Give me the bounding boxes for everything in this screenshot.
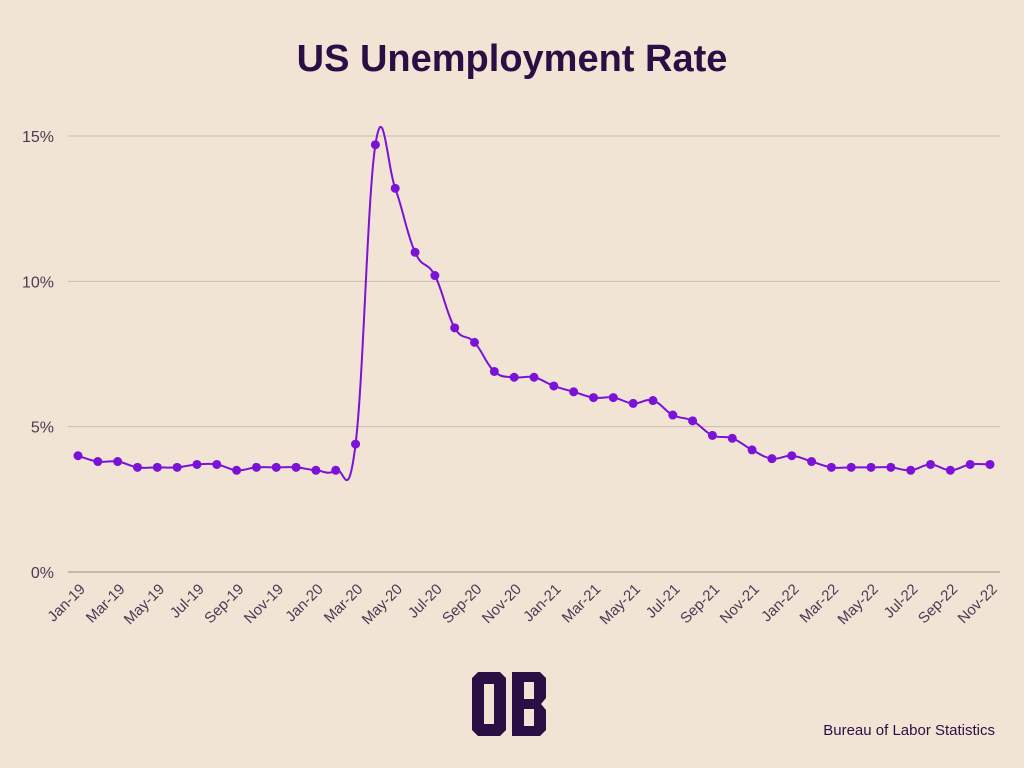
data-point-May-21 — [628, 398, 638, 408]
x-tick-label: Sep-20 — [439, 581, 485, 627]
x-tick-label: May-19 — [121, 581, 168, 628]
data-point-Jun-22 — [886, 462, 896, 472]
data-point-Apr-22 — [846, 462, 856, 472]
x-tick-label: Sep-22 — [915, 581, 961, 627]
data-point-Mar-22 — [826, 462, 836, 472]
data-point-Apr-19 — [132, 462, 142, 472]
ob-logo — [470, 672, 550, 736]
data-point-May-22 — [866, 462, 876, 472]
data-point-Jul-19 — [192, 459, 202, 469]
x-tick-label: Nov-20 — [479, 581, 525, 627]
x-tick-label: Mar-21 — [559, 581, 605, 627]
data-point-Mar-20 — [351, 439, 361, 449]
x-tick-label: Jan-22 — [758, 581, 802, 625]
data-point-Sep-21 — [707, 430, 717, 440]
data-point-Jul-21 — [668, 410, 678, 420]
data-point-May-20 — [390, 183, 400, 193]
data-point-Sep-20 — [470, 337, 480, 347]
data-point-Apr-20 — [370, 140, 380, 150]
y-axis-ticks: 0% 5% 10% 15% — [22, 129, 54, 582]
grid-lines — [68, 135, 1000, 573]
data-point-Feb-21 — [569, 387, 579, 397]
data-point-Jul-20 — [430, 271, 440, 281]
data-point-Aug-20 — [450, 323, 460, 333]
x-tick-label: Mar-19 — [83, 581, 129, 627]
data-point-Nov-22 — [985, 459, 995, 469]
data-point-Nov-21 — [747, 445, 757, 455]
data-point-Dec-19 — [291, 462, 301, 472]
data-point-Jan-20 — [311, 465, 321, 475]
x-tick-label: Sep-21 — [677, 581, 723, 627]
data-point-Sep-19 — [232, 465, 242, 475]
x-tick-label: Nov-21 — [717, 581, 763, 627]
data-point-Oct-21 — [727, 433, 737, 443]
data-point-Feb-19 — [93, 457, 103, 467]
y-tick-label: 5% — [31, 420, 54, 437]
data-point-Jan-19 — [73, 451, 83, 461]
y-tick-label: 10% — [22, 274, 54, 291]
data-point-May-19 — [152, 462, 162, 472]
data-point-Jun-19 — [172, 462, 182, 472]
data-point-Feb-22 — [807, 457, 817, 467]
x-tick-label: Nov-22 — [955, 581, 1001, 627]
data-points — [73, 140, 995, 475]
data-point-Jan-22 — [787, 451, 797, 461]
data-point-Dec-20 — [529, 372, 539, 382]
line-chart: 0% 5% 10% 15% Jan-19Mar-19May-19Jul-19Sep-1… — [22, 126, 1001, 628]
data-point-Sep-22 — [945, 465, 955, 475]
data-point-Oct-19 — [251, 462, 261, 472]
source-label: Bureau of Labor Statistics — [823, 722, 995, 739]
data-point-Mar-19 — [113, 457, 123, 467]
data-point-Nov-19 — [271, 462, 281, 472]
data-point-Nov-20 — [509, 372, 519, 382]
data-point-Aug-19 — [212, 459, 222, 469]
chart-title: US Unemployment Rate — [296, 38, 728, 80]
data-point-Oct-22 — [965, 459, 975, 469]
data-point-Jun-21 — [648, 396, 658, 406]
data-point-Jan-21 — [549, 381, 559, 391]
x-tick-label: Jan-19 — [44, 581, 88, 625]
x-tick-label: May-22 — [834, 581, 881, 628]
y-tick-label: 15% — [22, 129, 54, 146]
data-point-Feb-20 — [331, 465, 341, 475]
data-point-Mar-21 — [588, 393, 598, 403]
data-point-Jul-22 — [906, 465, 916, 475]
x-tick-label: Jan-21 — [520, 581, 564, 625]
data-point-Dec-21 — [767, 454, 777, 464]
data-point-Aug-22 — [926, 459, 936, 469]
x-tick-label: May-20 — [359, 581, 406, 628]
x-tick-label: Sep-19 — [201, 581, 247, 627]
x-tick-label: Mar-20 — [321, 581, 367, 627]
data-point-Oct-20 — [489, 366, 499, 376]
x-tick-label: Mar-22 — [797, 581, 843, 627]
y-tick-label: 0% — [31, 565, 54, 582]
data-point-Aug-21 — [688, 416, 698, 426]
x-tick-label: May-21 — [597, 581, 644, 628]
x-axis-ticks: Jan-19Mar-19May-19Jul-19Sep-19Nov-19Jan-… — [44, 581, 1000, 628]
data-point-Apr-21 — [608, 393, 618, 403]
data-point-Jun-20 — [410, 247, 420, 257]
x-tick-label: Nov-19 — [241, 581, 287, 627]
x-tick-label: Jan-20 — [282, 581, 326, 625]
